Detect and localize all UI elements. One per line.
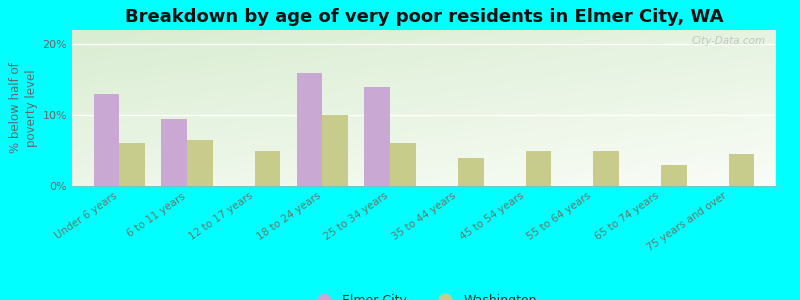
Bar [297, 73, 322, 186]
Bar [254, 151, 281, 186]
Bar [322, 115, 348, 186]
Bar [119, 143, 145, 186]
Title: Breakdown by age of very poor residents in Elmer City, WA: Breakdown by age of very poor residents … [125, 8, 723, 26]
Bar [390, 143, 416, 186]
Bar [729, 154, 754, 186]
Text: City-Data.com: City-Data.com [691, 36, 766, 46]
Y-axis label: % below half of
poverty level: % below half of poverty level [10, 63, 38, 153]
Bar [526, 151, 551, 186]
Bar [94, 94, 119, 186]
Bar [365, 87, 390, 186]
Bar [661, 165, 686, 186]
Legend: Elmer City, Washington: Elmer City, Washington [306, 289, 542, 300]
Bar [458, 158, 483, 186]
Bar [162, 118, 187, 186]
Bar [187, 140, 213, 186]
Bar [594, 151, 619, 186]
